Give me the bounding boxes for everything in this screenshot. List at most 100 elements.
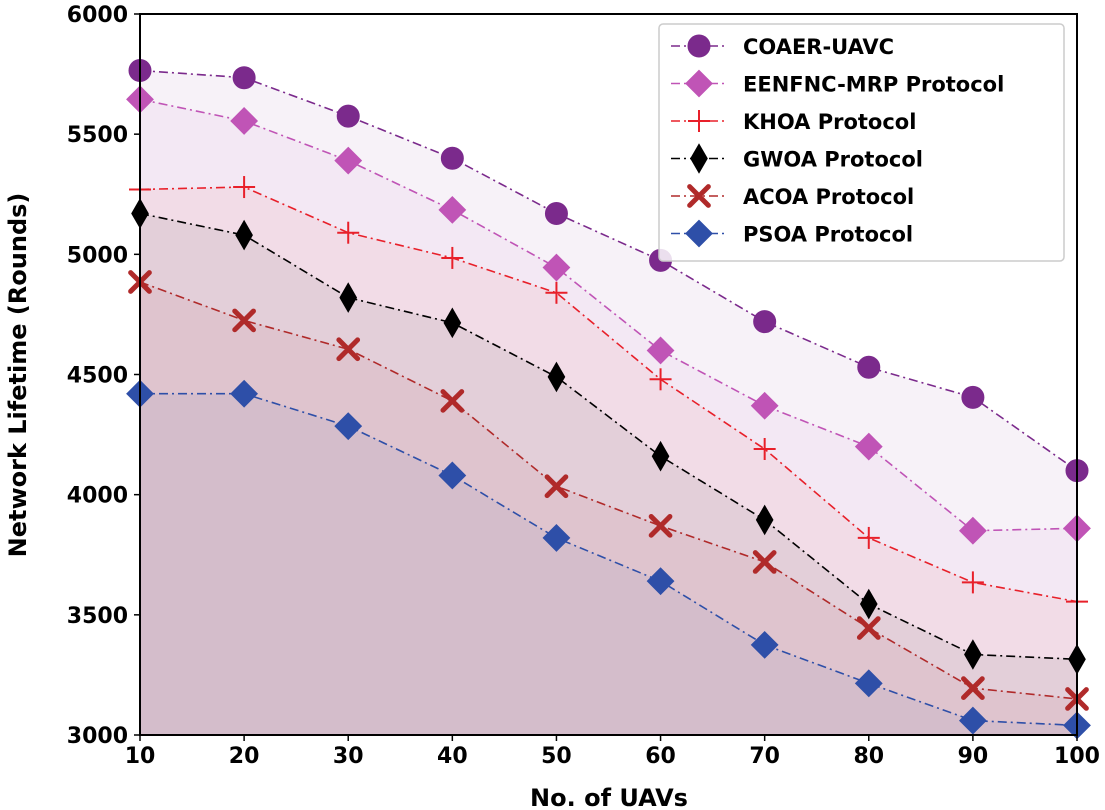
data-point-marker xyxy=(232,66,256,90)
legend-item: ACOA Protocol xyxy=(671,184,914,209)
data-point-marker xyxy=(958,706,987,735)
data-point-marker xyxy=(687,34,711,58)
series-fill xyxy=(140,187,1077,736)
x-tick-label: 90 xyxy=(958,744,989,769)
series-line xyxy=(140,392,1078,727)
data-point-marker xyxy=(337,221,360,244)
data-point-marker xyxy=(438,195,467,224)
marker-diamond xyxy=(334,146,363,175)
data-point-marker xyxy=(547,361,566,393)
legend-item: KHOA Protocol xyxy=(671,110,916,134)
data-point-marker xyxy=(648,514,673,538)
marker-thin-diamond xyxy=(964,639,982,670)
data-point-marker xyxy=(857,526,880,549)
marker-diamond xyxy=(438,195,467,224)
data-point-marker xyxy=(339,282,358,313)
legend: COAER-UAVC EENFNC-MRP Protocol KHOA Protoc… xyxy=(658,23,1065,262)
marker-diamond xyxy=(958,516,987,545)
legend-label: ACOA Protocol xyxy=(743,185,914,209)
data-point-marker xyxy=(753,438,776,461)
data-point-marker xyxy=(545,281,568,304)
data-point-marker xyxy=(230,379,259,408)
series-fill xyxy=(140,281,1077,735)
marker-thin-diamond xyxy=(547,361,566,393)
series-line xyxy=(139,281,1078,700)
data-point-marker xyxy=(856,616,881,640)
legend-item: EENFNC-MRP Protocol xyxy=(671,69,1004,98)
marker-diamond xyxy=(438,461,467,490)
marker-diamond xyxy=(685,219,713,248)
marker-x-b xyxy=(440,389,465,413)
data-point-marker xyxy=(961,385,985,409)
data-point-marker xyxy=(542,524,571,552)
marker-thin-diamond xyxy=(651,440,670,472)
legend-item: GWOA Protocol xyxy=(671,143,923,174)
legend-item: COAER-UAVC xyxy=(671,34,894,59)
y-tick-label: 3000 xyxy=(67,724,128,749)
series-line xyxy=(139,69,1078,472)
marker-x-b xyxy=(961,676,985,700)
marker-x-b xyxy=(336,337,361,362)
marker-circle xyxy=(544,201,568,225)
x-tick-label: 70 xyxy=(749,744,780,769)
y-tick-label: 5500 xyxy=(67,123,128,148)
data-point-marker xyxy=(688,110,710,132)
series-fill-areas xyxy=(140,70,1077,736)
series-fill xyxy=(140,70,1077,735)
y-axis-ticks: 3000 3500 4000 4500 5000 5500 6000 xyxy=(67,3,140,749)
data-point-marker xyxy=(544,474,569,499)
marker-diamond xyxy=(854,432,883,461)
data-point-marker xyxy=(854,669,883,698)
x-tick-label: 50 xyxy=(541,744,572,769)
marker-thin-diamond xyxy=(859,588,878,620)
x-tick-label: 100 xyxy=(1054,744,1100,769)
data-point-marker xyxy=(753,310,777,334)
data-point-marker xyxy=(687,184,711,208)
series-line xyxy=(139,186,1078,603)
marker-thin-diamond xyxy=(755,504,774,536)
marker-x-b xyxy=(856,616,881,640)
data-point-marker xyxy=(685,69,713,98)
data-point-marker xyxy=(961,676,985,700)
data-point-marker xyxy=(750,391,779,420)
marker-diamond xyxy=(646,567,675,596)
marker-circle xyxy=(961,385,985,409)
data-point-marker xyxy=(690,143,708,174)
series-fill xyxy=(140,213,1077,735)
marker-x-b xyxy=(752,550,777,574)
y-tick-label: 4500 xyxy=(67,364,128,389)
legend-label: PSOA Protocol xyxy=(743,223,913,247)
data-point-marker xyxy=(336,337,361,362)
x-axis-ticks: 10 20 30 40 50 60 70 80 90 100 xyxy=(125,735,1100,769)
marker-thin-diamond xyxy=(235,219,253,251)
data-point-marker xyxy=(857,355,881,379)
data-point-marker xyxy=(440,389,465,413)
data-point-marker xyxy=(854,432,883,461)
marker-diamond xyxy=(230,107,259,135)
marker-circle xyxy=(753,310,777,334)
data-point-marker xyxy=(964,639,982,670)
legend-label: EENFNC-MRP Protocol xyxy=(743,73,1004,97)
legend-label: KHOA Protocol xyxy=(743,110,916,134)
marker-diamond xyxy=(854,669,883,698)
data-point-marker xyxy=(859,588,878,620)
marker-diamond xyxy=(542,253,571,282)
series-fill xyxy=(140,393,1077,735)
marker-circle xyxy=(232,66,256,90)
x-tick-label: 30 xyxy=(333,744,364,769)
data-point-marker xyxy=(440,146,464,170)
marker-diamond xyxy=(750,630,779,659)
marker-circle xyxy=(857,355,881,379)
data-point-marker xyxy=(336,104,360,128)
data-point-marker xyxy=(685,219,713,248)
y-tick-label: 5000 xyxy=(67,243,128,268)
marker-x-b xyxy=(648,514,673,538)
data-point-marker xyxy=(542,253,571,282)
marker-diamond xyxy=(958,706,987,735)
data-point-marker xyxy=(750,630,779,659)
data-point-marker xyxy=(443,307,462,339)
y-axis-label: Network Lifetime (Rounds) xyxy=(4,193,32,558)
series-line xyxy=(139,98,1078,532)
marker-x-b xyxy=(687,184,711,208)
